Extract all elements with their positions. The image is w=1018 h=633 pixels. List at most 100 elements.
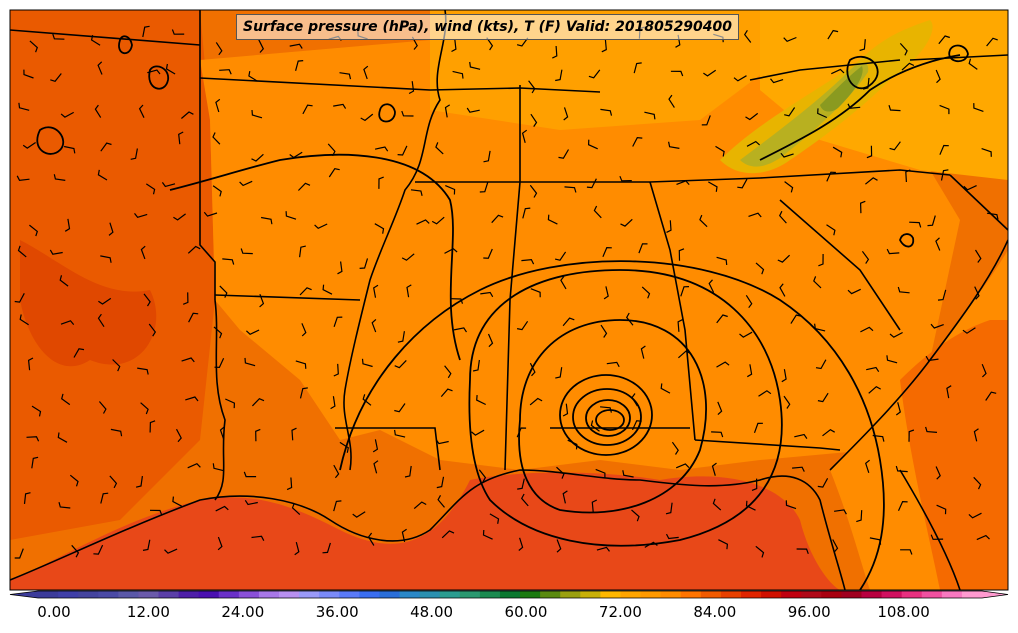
wind-barb	[450, 298, 464, 304]
wind-barb	[440, 388, 453, 397]
wind-barb	[905, 169, 911, 183]
wind-barb	[147, 69, 161, 75]
wind-barb	[866, 366, 880, 373]
wind-barb	[733, 75, 747, 82]
wind-barb	[97, 61, 103, 75]
wind-barb	[564, 186, 577, 193]
wind-barb	[173, 213, 186, 221]
wind-barb	[909, 221, 922, 228]
wind-barb	[482, 529, 493, 540]
wind-barb	[745, 112, 759, 121]
wind-barb	[826, 171, 836, 182]
wind-barb	[203, 211, 218, 217]
wind-barb	[783, 36, 797, 43]
wind-barb	[339, 441, 349, 453]
wind-barb	[660, 383, 671, 394]
wind-barbs	[14, 25, 999, 559]
wind-barb	[939, 104, 950, 115]
wind-barb	[286, 477, 293, 491]
wind-barb	[466, 107, 480, 113]
wind-barb	[394, 403, 406, 413]
wind-barb	[935, 69, 941, 84]
wind-barb	[90, 34, 101, 46]
colorbar-segment	[801, 591, 822, 598]
wind-barb	[371, 318, 377, 333]
wind-barb	[986, 212, 999, 220]
wind-barb	[367, 532, 375, 546]
wind-barb	[981, 148, 992, 157]
colorbar-segment	[580, 591, 601, 598]
wind-barb	[600, 108, 613, 116]
wind-barb	[29, 224, 38, 237]
colorbar	[9, 590, 1009, 599]
wind-barb	[243, 471, 257, 478]
wind-barb	[897, 286, 910, 294]
wind-barb	[301, 323, 307, 337]
wind-barb	[491, 214, 504, 224]
colorbar-tick-label: 108.00	[877, 603, 930, 621]
wind-barb	[529, 184, 538, 198]
wind-barb	[676, 180, 690, 186]
wind-barb	[69, 474, 79, 487]
wind-barb	[930, 323, 944, 329]
wind-barb	[397, 145, 408, 156]
colorbar-segment	[680, 591, 702, 598]
colorbar-segment	[279, 591, 300, 598]
wind-barb	[753, 422, 763, 434]
wind-barb	[743, 29, 752, 43]
wind-barb	[363, 65, 369, 80]
colorbar-segment	[540, 591, 561, 598]
wind-barb	[337, 261, 343, 275]
wind-barb	[555, 69, 563, 82]
wind-barb	[591, 499, 598, 513]
wind-barb	[792, 466, 805, 472]
colorbar-tick-label: 36.00	[315, 603, 359, 621]
isobars	[36, 35, 969, 590]
wind-barb	[285, 211, 297, 220]
wind-barb	[677, 319, 683, 332]
wind-barb	[665, 502, 673, 515]
wind-barb	[17, 245, 27, 258]
wind-barb	[822, 428, 836, 437]
wind-barb	[164, 548, 178, 554]
wind-barb	[516, 37, 529, 47]
wind-barb	[52, 33, 65, 40]
colorbar-tick-label: 48.00	[410, 603, 454, 621]
wind-barb	[925, 355, 939, 362]
wind-barb	[940, 169, 949, 181]
wind-barb	[590, 420, 600, 432]
wind-barb	[715, 145, 725, 157]
wind-barb	[717, 401, 723, 416]
wind-barb	[49, 249, 63, 255]
wind-barb	[869, 537, 882, 545]
wind-barb	[165, 63, 176, 75]
wind-barb	[302, 104, 313, 115]
wind-barb	[712, 498, 722, 511]
colorbar-tick-label: 96.00	[787, 603, 831, 621]
wind-barb	[638, 243, 648, 254]
colorbar-segment	[319, 591, 340, 598]
wind-barb	[748, 212, 762, 218]
wind-barb	[794, 433, 808, 439]
wind-barb	[930, 534, 944, 540]
wind-barb	[847, 288, 861, 295]
wind-barb	[23, 69, 34, 79]
wind-barb	[333, 464, 340, 479]
colorbar-segment	[901, 591, 923, 598]
wind-barb	[217, 536, 223, 551]
wind-barb	[516, 320, 529, 331]
wind-barb	[895, 465, 908, 473]
wind-barb	[751, 478, 758, 491]
colorbar-segment	[499, 591, 521, 598]
wind-barb	[50, 73, 62, 82]
wind-barb	[31, 456, 39, 469]
wind-barb	[339, 72, 352, 80]
colorbar-segment	[921, 591, 943, 598]
wind-barb	[529, 362, 536, 377]
wind-barb	[244, 357, 256, 367]
wind-barb	[556, 539, 562, 553]
wind-barb	[567, 439, 578, 450]
wind-barb	[981, 363, 987, 378]
wind-barb	[431, 216, 445, 225]
